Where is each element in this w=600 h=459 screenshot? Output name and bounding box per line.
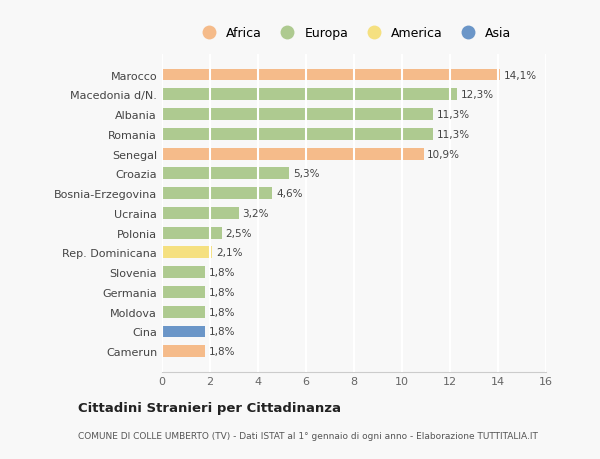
Bar [162,346,205,358]
Bar [162,109,433,121]
Text: 2,1%: 2,1% [216,248,242,258]
Text: 11,3%: 11,3% [437,110,470,120]
Bar [162,207,239,219]
Text: Cittadini Stranieri per Cittadinanza: Cittadini Stranieri per Cittadinanza [78,401,341,414]
Text: 1,8%: 1,8% [209,307,235,317]
Text: 1,8%: 1,8% [209,287,235,297]
Bar [162,306,205,318]
Text: 1,8%: 1,8% [209,327,235,337]
Bar [162,129,433,140]
Bar [162,148,424,160]
Text: 12,3%: 12,3% [461,90,494,100]
Bar [162,227,222,239]
Text: 14,1%: 14,1% [504,70,537,80]
Bar [162,247,212,259]
Bar [162,89,457,101]
Text: 4,6%: 4,6% [276,189,302,199]
Bar [162,69,500,81]
Text: 3,2%: 3,2% [242,208,269,218]
Bar [162,188,272,200]
Bar [162,326,205,338]
Text: 2,5%: 2,5% [226,228,252,238]
Text: COMUNE DI COLLE UMBERTO (TV) - Dati ISTAT al 1° gennaio di ogni anno - Elaborazi: COMUNE DI COLLE UMBERTO (TV) - Dati ISTA… [78,431,538,440]
Text: 11,3%: 11,3% [437,129,470,140]
Text: 1,8%: 1,8% [209,268,235,278]
Bar [162,267,205,279]
Text: 1,8%: 1,8% [209,347,235,357]
Bar [162,168,289,180]
Legend: Africa, Europa, America, Asia: Africa, Europa, America, Asia [193,23,515,44]
Text: 5,3%: 5,3% [293,169,319,179]
Bar [162,286,205,298]
Text: 10,9%: 10,9% [427,149,460,159]
